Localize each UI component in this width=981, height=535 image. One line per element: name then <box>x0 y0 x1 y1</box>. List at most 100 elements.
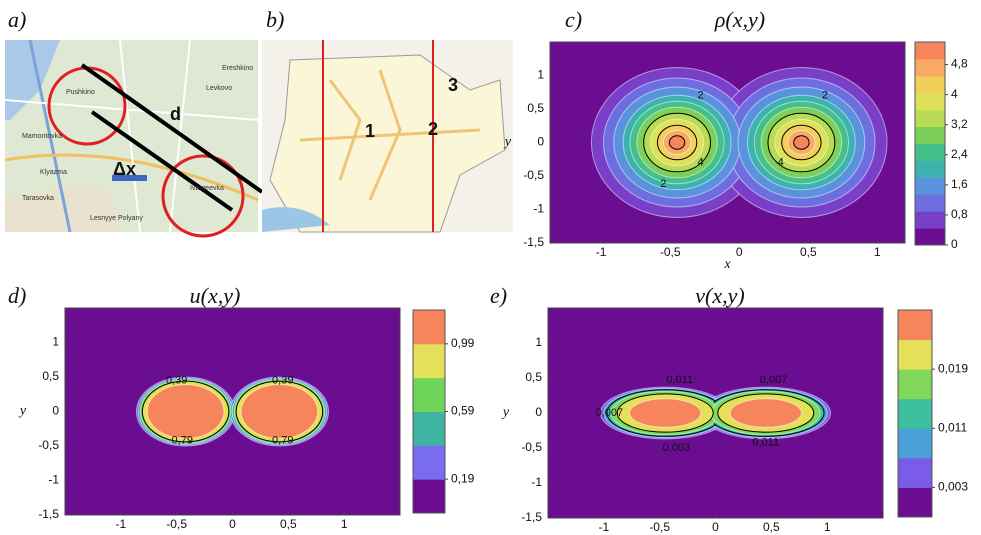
map-label: Klyazma <box>40 169 67 176</box>
contour-label: 0,011 <box>752 436 779 448</box>
y-tick-label: -1,5 <box>521 510 542 524</box>
x-axis-label: x <box>723 257 731 272</box>
y-tick-label: 0 <box>537 135 544 149</box>
contour-band <box>730 399 801 427</box>
map-label: Levkovo <box>206 85 232 92</box>
contour-label: 4 <box>778 157 784 169</box>
colorbar-swatch <box>915 127 945 144</box>
contour-label: 0,007 <box>760 374 788 386</box>
map-label: Pushkino <box>66 89 95 96</box>
y-tick-label: -0,5 <box>523 168 544 182</box>
chart-title: v(x,y) <box>695 283 744 308</box>
x-tick-label: -1 <box>596 245 607 259</box>
panel-label: d) <box>8 283 26 308</box>
contour-band <box>630 399 701 427</box>
colorbar-swatch <box>413 310 445 344</box>
y-tick-label: -1 <box>531 475 542 489</box>
colorbar-swatch <box>898 340 932 370</box>
colorbar-swatch <box>915 194 945 211</box>
y-tick-label: 1 <box>535 335 542 349</box>
x-tick-label: 1 <box>341 517 348 531</box>
point-label: 1 <box>365 121 375 141</box>
x-tick-label: 0 <box>736 245 743 259</box>
colorbar-swatch <box>915 144 945 161</box>
x-tick-label: -0,5 <box>166 517 187 531</box>
panel-label: b) <box>266 7 284 32</box>
x-tick-label: 0,5 <box>763 520 780 534</box>
x-tick-label: 1 <box>874 245 881 259</box>
map-b: b) 1 2 3 <box>262 7 513 232</box>
colorbar-swatch <box>898 310 932 340</box>
colorbar-swatch <box>413 344 445 378</box>
contour-label: 0,79 <box>172 434 193 446</box>
y-tick-label: -0,5 <box>38 438 59 452</box>
colorbar-swatch <box>898 458 932 488</box>
colorbar-tick-label: 0,99 <box>451 336 475 350</box>
contour-band <box>241 385 318 439</box>
x-tick-label: -0,5 <box>660 245 681 259</box>
colorbar-tick-label: 0,011 <box>938 420 967 434</box>
colorbar-tick-label: 0 <box>951 237 958 251</box>
plot-area <box>65 308 400 515</box>
y-tick-label: -1,5 <box>38 507 59 521</box>
y-tick-label: 0 <box>52 404 59 418</box>
panel-label: e) <box>490 283 507 308</box>
y-tick-label: 0 <box>535 405 542 419</box>
distance-label: d <box>170 104 181 124</box>
contour-band <box>794 136 809 150</box>
colorbar-swatch <box>915 211 945 228</box>
colorbar-swatch <box>898 428 932 458</box>
contour-label: 2 <box>822 90 828 102</box>
map-label: Ereshkino <box>222 65 253 72</box>
colorbar-swatch <box>915 110 945 127</box>
x-tick-label: -0,5 <box>649 520 670 534</box>
x-tick-label: 0,5 <box>280 517 297 531</box>
y-tick-label: 1 <box>537 68 544 82</box>
colorbar-tick-label: 3,2 <box>951 117 968 131</box>
y-axis-label: y <box>18 404 27 419</box>
colorbar-swatch <box>413 445 445 479</box>
x-tick-label: 0 <box>712 520 719 534</box>
contour-band <box>669 136 684 150</box>
colorbar-tick-label: 4,8 <box>951 57 968 71</box>
colorbar-swatch <box>413 378 445 412</box>
colorbar-tick-label: 4 <box>951 87 958 101</box>
x-tick-label: -1 <box>115 517 126 531</box>
figure: a) Pushkino Mamontovka Klyazma Ivanteevk… <box>0 0 981 535</box>
contour-band <box>147 385 224 439</box>
y-tick-label: 1 <box>52 335 59 349</box>
map-label: Lesnyye Polyany <box>90 215 143 222</box>
contour-label: 0,007 <box>596 407 624 419</box>
colorbar-swatch <box>915 177 945 194</box>
x-tick-label: 0,5 <box>800 245 817 259</box>
y-tick-label: -1 <box>533 202 544 216</box>
point-label: 2 <box>428 119 438 139</box>
point-label: 3 <box>448 75 458 95</box>
contour-label: 0,003 <box>663 442 691 454</box>
colorbar-swatch <box>898 399 932 429</box>
map-a: a) Pushkino Mamontovka Klyazma Ivanteevk… <box>5 7 262 236</box>
contour-label: 0,39 <box>272 374 293 386</box>
x-tick-label: -1 <box>598 520 609 534</box>
chart-title: u(x,y) <box>190 283 241 308</box>
colorbar-swatch <box>915 59 945 76</box>
colorbar-swatch <box>915 160 945 177</box>
contour-label: 0,39 <box>166 374 187 386</box>
colorbar-swatch <box>915 76 945 93</box>
y-tick-label: 0,5 <box>42 369 59 383</box>
colorbar-tick-label: 0,59 <box>451 404 475 418</box>
colorbar-tick-label: 0,19 <box>451 471 475 485</box>
dx-label: Δx <box>113 159 136 179</box>
y-axis-label: y <box>501 405 510 420</box>
panel-label: c) <box>565 7 582 32</box>
colorbar-tick-label: 2,4 <box>951 147 968 161</box>
map-label: Tarasovka <box>22 195 54 202</box>
colorbar-tick-label: 0,003 <box>938 480 968 494</box>
colorbar-swatch <box>915 42 945 59</box>
map-label: Mamontovka <box>22 133 62 140</box>
contour-label: 2 <box>698 90 704 102</box>
chart-title: ρ(x,y) <box>714 7 765 32</box>
y-tick-label: -0,5 <box>521 440 542 454</box>
colorbar-tick-label: 0,019 <box>938 361 968 375</box>
panel-label: a) <box>8 7 26 32</box>
